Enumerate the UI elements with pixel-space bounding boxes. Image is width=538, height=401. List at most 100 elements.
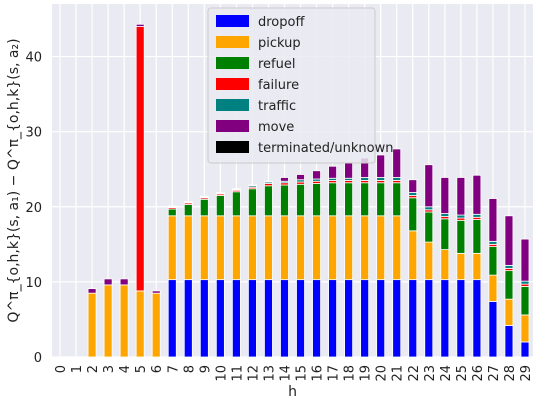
legend-frame bbox=[207, 7, 376, 164]
bar-segment-move bbox=[248, 184, 257, 187]
bar-segment-dropoff bbox=[344, 279, 354, 358]
x-tick-labels: 0 1 2 3 4 5 6 7 8 9 10 11 12 13 14 15 16 17 18 19 20 21 22 23 24… bbox=[54, 365, 534, 382]
x-tick-label: 23 bbox=[423, 365, 438, 382]
legend-swatch bbox=[216, 36, 249, 48]
x-tick-label: 6 bbox=[150, 365, 165, 373]
bar-segment-traffic bbox=[360, 177, 370, 181]
bar-segment-move bbox=[167, 205, 177, 208]
bar-segment-refuel bbox=[472, 219, 482, 254]
bar-segment-move bbox=[488, 198, 498, 242]
legend-swatch bbox=[216, 120, 249, 132]
bar-segment-failure bbox=[135, 26, 145, 292]
legend-label: pickup bbox=[258, 36, 301, 51]
legend-swatch bbox=[216, 15, 249, 27]
bar-segment-refuel bbox=[312, 183, 321, 217]
bar-segment-pickup bbox=[167, 215, 177, 281]
legend-label: dropoff bbox=[258, 15, 305, 30]
x-tick-label: 5 bbox=[134, 365, 149, 373]
bar-segment-refuel bbox=[231, 191, 241, 217]
bar-segment-refuel bbox=[344, 182, 354, 217]
bar-segment-dropoff bbox=[231, 279, 241, 358]
bar-segment-move bbox=[87, 288, 97, 294]
bar-segment-refuel bbox=[264, 185, 273, 217]
bar-segment-traffic bbox=[392, 177, 402, 181]
bar-segment-pickup bbox=[248, 215, 257, 281]
bar-segment-move bbox=[344, 162, 354, 179]
bar-segment-dropoff bbox=[215, 279, 225, 358]
legend-swatch bbox=[216, 57, 249, 69]
bar-segment-move bbox=[504, 215, 514, 266]
bar-segment-pickup bbox=[360, 215, 370, 281]
bar-segment-dropoff bbox=[264, 279, 273, 358]
bar-segment-dropoff bbox=[408, 279, 418, 358]
bar-segment-pickup bbox=[151, 292, 161, 358]
y-tick-label: 0 bbox=[34, 351, 42, 366]
bar-segment-refuel bbox=[408, 197, 418, 232]
bar-segment-pickup bbox=[344, 215, 354, 281]
bar-segment-move bbox=[440, 177, 450, 214]
x-tick-label: 24 bbox=[439, 365, 454, 382]
bar-segment-refuel bbox=[183, 204, 193, 217]
bar-segment-traffic bbox=[408, 192, 418, 196]
bar-segment-move bbox=[280, 177, 289, 182]
bars-group bbox=[87, 23, 530, 358]
bar-segment-dropoff bbox=[456, 279, 466, 358]
legend-label: traffic bbox=[258, 99, 296, 114]
legend-swatch bbox=[216, 78, 249, 90]
bar-segment-refuel bbox=[440, 218, 450, 250]
y-tick-label: 40 bbox=[25, 51, 42, 66]
bar-segment-refuel bbox=[424, 211, 434, 243]
bar-segment-dropoff bbox=[328, 279, 337, 358]
bar-segment-pickup bbox=[280, 215, 289, 281]
bar-segment-dropoff bbox=[504, 325, 514, 358]
x-tick-label: 20 bbox=[375, 365, 390, 382]
x-tick-label: 9 bbox=[198, 365, 213, 373]
bar-segment-traffic bbox=[488, 240, 498, 245]
x-tick-label: 16 bbox=[311, 365, 326, 382]
bar-segment-move bbox=[215, 192, 225, 194]
bar-segment-pickup bbox=[408, 230, 418, 281]
bar-segment-pickup bbox=[424, 241, 434, 281]
x-tick-label: 1 bbox=[70, 365, 85, 373]
bar-segment-refuel bbox=[456, 219, 466, 254]
bar-segment-refuel bbox=[504, 270, 514, 300]
bar-segment-dropoff bbox=[248, 279, 257, 358]
bar-segment-pickup bbox=[392, 215, 402, 281]
x-tick-label: 29 bbox=[519, 365, 534, 382]
bar-segment-dropoff bbox=[312, 279, 321, 358]
x-tick-label: 14 bbox=[278, 365, 293, 382]
x-tick-label: 17 bbox=[327, 365, 342, 382]
bar-segment-refuel bbox=[280, 184, 289, 217]
bar-segment-move bbox=[376, 154, 386, 178]
x-tick-label: 0 bbox=[54, 365, 69, 373]
bar-segment-dropoff bbox=[183, 279, 193, 358]
bar-segment-refuel bbox=[376, 182, 386, 217]
bar-segment-dropoff bbox=[199, 279, 209, 358]
bar-segment-dropoff bbox=[488, 301, 498, 358]
bar-segment-pickup bbox=[231, 215, 241, 281]
legend-swatch bbox=[216, 99, 249, 111]
bar-segment-refuel bbox=[488, 246, 498, 276]
bar-segment-dropoff bbox=[520, 341, 530, 358]
bar-segment-traffic bbox=[376, 177, 386, 181]
bar-segment-move bbox=[296, 174, 305, 181]
x-tick-label: 22 bbox=[407, 365, 422, 382]
bar-segment-dropoff bbox=[296, 279, 305, 358]
bar-segment-dropoff bbox=[376, 279, 386, 358]
bar-segment-move bbox=[135, 23, 145, 27]
y-axis-label: Q^π_{o,h,k}(s, a₁) − Q^π_{o,h,k}(s, a₂) bbox=[6, 38, 22, 322]
legend-label: terminated/unknown bbox=[258, 141, 394, 156]
y-tick-label: 20 bbox=[25, 201, 42, 216]
x-tick-label: 27 bbox=[487, 365, 502, 382]
y-tick-label: 10 bbox=[25, 276, 42, 291]
bar-segment-pickup bbox=[440, 249, 450, 281]
bar-segment-traffic bbox=[440, 213, 450, 217]
y-tick-label: 30 bbox=[25, 126, 42, 141]
bar-segment-refuel bbox=[167, 208, 177, 217]
bar-segment-move bbox=[151, 290, 161, 294]
bar-segment-refuel bbox=[520, 285, 530, 316]
bar-segment-refuel bbox=[328, 182, 337, 217]
bar-segment-pickup bbox=[312, 215, 321, 281]
x-axis-label: h bbox=[288, 384, 297, 400]
